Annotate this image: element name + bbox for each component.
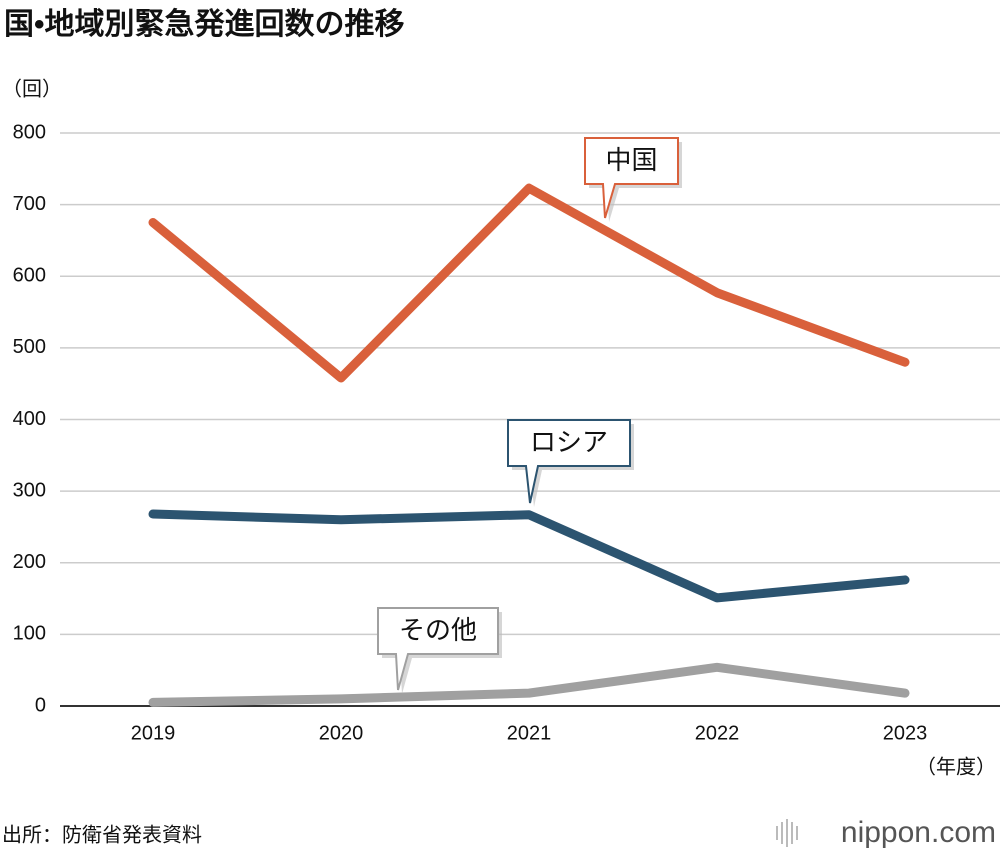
- y-tick-label: 500: [13, 336, 46, 358]
- y-tick-label: 200: [13, 551, 46, 573]
- callout-box: [507, 419, 631, 504]
- y-tick-label: 600: [13, 265, 46, 287]
- callout: 中国: [584, 137, 682, 222]
- x-tick-label: 2021: [507, 722, 552, 744]
- y-tick-label: 300: [13, 479, 46, 501]
- series-line: [148, 509, 910, 603]
- x-tick-label: 2020: [319, 722, 364, 744]
- callout-box: [377, 607, 499, 691]
- x-axis-unit: （年度）: [916, 755, 996, 778]
- y-axis-unit: （回）: [2, 77, 62, 100]
- x-tick-label: 2019: [131, 722, 176, 744]
- x-tick-label: 2023: [883, 722, 928, 744]
- y-tick-label: 0: [35, 694, 46, 716]
- y-tick-label: 100: [13, 623, 46, 645]
- y-tick-label: 800: [13, 121, 46, 143]
- x-tick-label: 2022: [695, 722, 740, 744]
- callout: ロシア: [507, 419, 634, 507]
- callout-box: [584, 137, 679, 219]
- y-tick-label: 700: [13, 193, 46, 215]
- series-line: [148, 183, 910, 383]
- series-line: [148, 662, 910, 707]
- source: 出所：防衛省発表資料: [2, 823, 202, 846]
- callout: その他: [377, 607, 502, 694]
- legend-label: その他: [399, 615, 477, 645]
- chart-title: 国•地域別緊急発進回数の推移: [4, 8, 405, 41]
- legend-label: 中国: [605, 145, 657, 175]
- logo: nippon.com: [841, 816, 996, 849]
- legend-label: ロシア: [530, 427, 608, 457]
- logo-mark: [776, 819, 798, 847]
- y-tick-label: 400: [13, 408, 46, 430]
